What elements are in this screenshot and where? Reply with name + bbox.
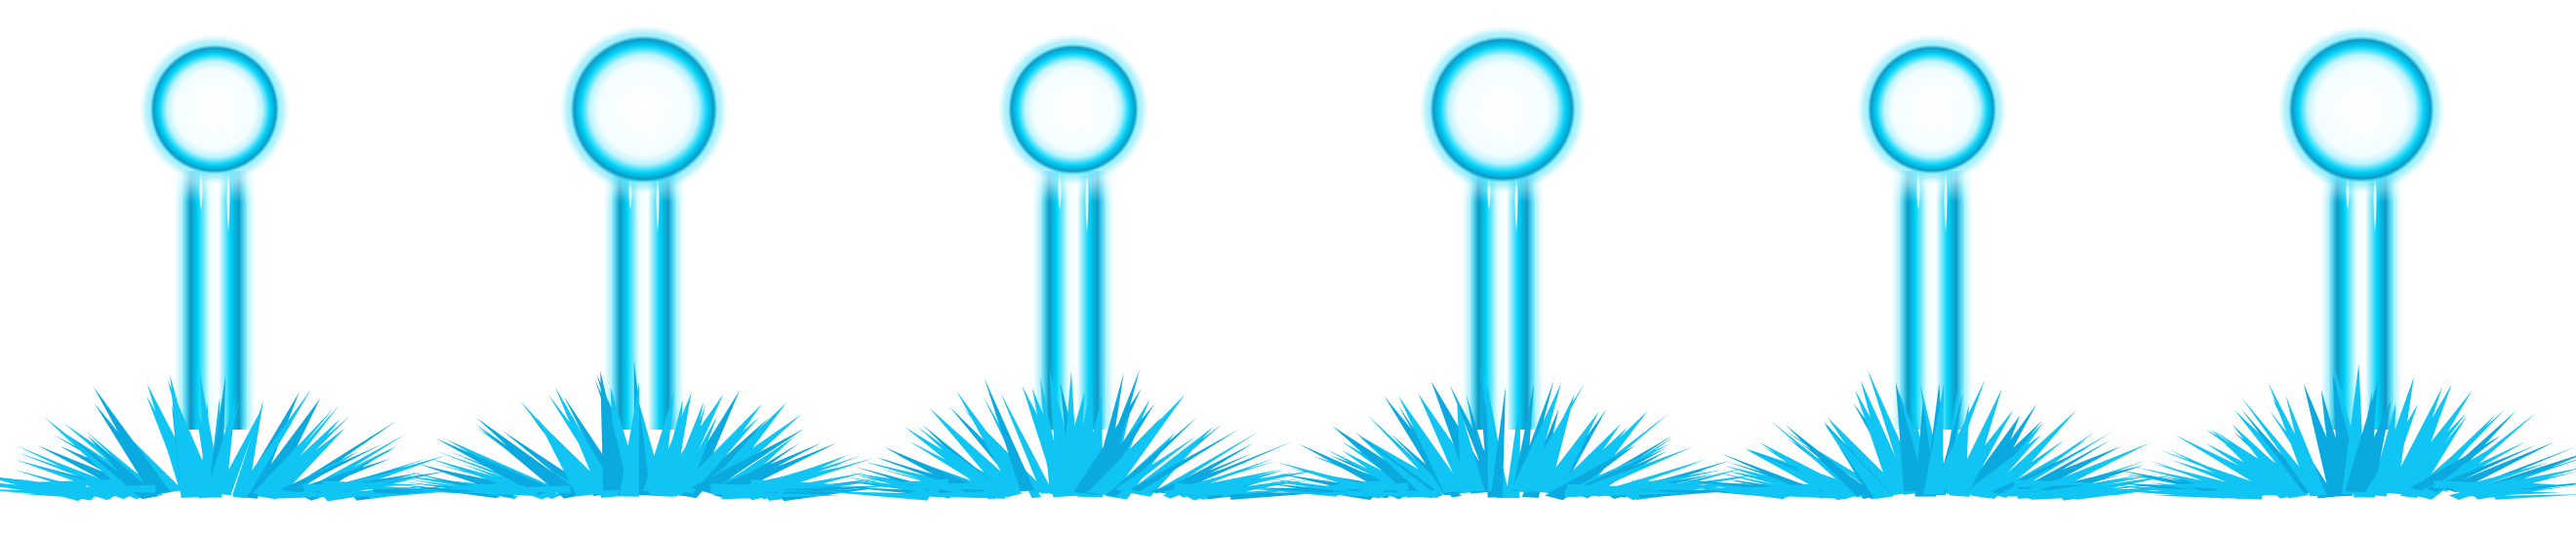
sprite-frame-art [0, 0, 429, 537]
sprite-frame [1717, 0, 2147, 537]
energy-beam [608, 171, 680, 430]
energy-orb [1424, 30, 1582, 188]
energy-beam [179, 171, 251, 430]
ground-splash [819, 369, 1323, 500]
energy-beam [1896, 171, 1968, 430]
energy-beam [1467, 171, 1539, 430]
sprite-frame-art [1288, 0, 1717, 537]
sprite-frame [0, 0, 429, 537]
energy-beam [1037, 171, 1109, 430]
sprite-frame-art [429, 0, 859, 537]
sprite-frame [429, 0, 859, 537]
sprite-frame-art [859, 0, 1288, 537]
sprite-frame-art [1717, 0, 2147, 537]
energy-orb [2282, 30, 2440, 188]
sprite-frame-art [2147, 0, 2576, 537]
sprite-frame [859, 0, 1288, 537]
sprite-frame [1288, 0, 1717, 537]
energy-orb [1862, 39, 2002, 180]
energy-orb [144, 39, 285, 180]
sprite-frame [2147, 0, 2576, 537]
energy-orb [564, 29, 723, 188]
energy-orb [1002, 38, 1145, 181]
